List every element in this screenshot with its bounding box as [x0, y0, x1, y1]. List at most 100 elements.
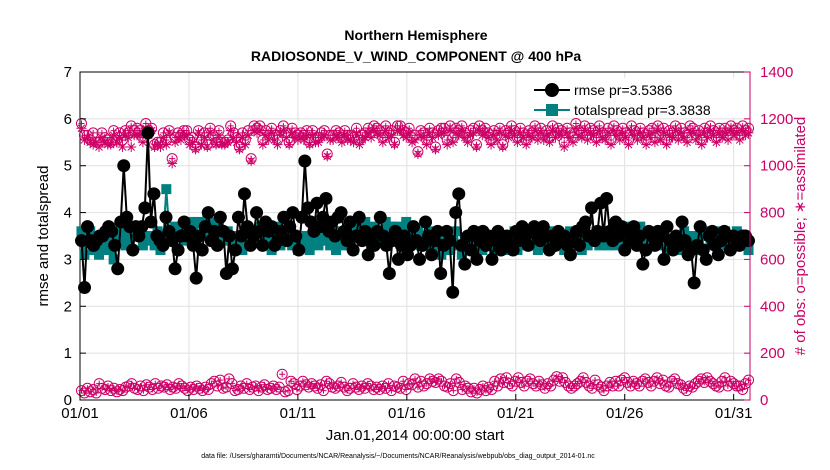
obs-possible-cross	[285, 387, 292, 394]
totalspread-point	[298, 240, 309, 251]
y2-tick-label: 0	[760, 392, 768, 409]
obs-possible-circle	[244, 383, 256, 395]
obs-possible-circle	[719, 372, 731, 384]
obs-assimilated-point	[635, 127, 646, 138]
obs-possible-circle	[312, 382, 324, 394]
rmse-point	[711, 248, 725, 262]
obs-assimilated-point	[137, 137, 148, 148]
rmse-point	[231, 210, 245, 224]
obs-assimilated-point	[360, 132, 371, 143]
rmse-point	[397, 229, 411, 243]
obs-possible-circle	[320, 375, 332, 387]
totalspread-point	[137, 240, 148, 251]
y2-tick-label: 1200	[760, 111, 793, 128]
chart-subtitle: RADIOSONDE_V_WIND_COMPONENT @ 400 hPa	[251, 48, 581, 64]
rmse-point	[234, 229, 248, 243]
obs-assimilated-point	[606, 139, 617, 150]
obs-assimilated-point	[395, 125, 406, 136]
obs-assimilated-point	[336, 137, 347, 148]
obs-possible-circle	[495, 373, 507, 385]
obs-assimilated-point	[696, 139, 707, 150]
obs-assimilated-point	[699, 127, 710, 138]
obs-assimilated-point	[491, 134, 502, 145]
obs-possible-circle	[636, 375, 648, 387]
obs-possible-circle	[199, 381, 211, 393]
rmse-point	[699, 252, 713, 266]
obs-possible-circle	[571, 378, 583, 390]
obs-assimilated-point	[366, 132, 377, 143]
obs-assimilated-point	[237, 132, 248, 143]
obs-assimilated-point	[649, 137, 660, 148]
obs-possible-circle	[630, 378, 642, 390]
rmse-point	[579, 215, 593, 229]
obs-assimilated-point	[594, 125, 605, 136]
obs-assimilated-point	[231, 137, 242, 148]
obs-assimilated-point	[254, 125, 265, 136]
obs-assimilated-point	[532, 134, 543, 145]
x-tick-label: 01/21	[497, 405, 535, 422]
obs-possible-circle	[264, 382, 276, 394]
legend-box	[528, 78, 746, 118]
rmse-point	[693, 220, 707, 234]
obs-assimilated-point	[404, 127, 415, 138]
x-tick-label: 01/01	[61, 405, 99, 422]
obs-possible-circle	[453, 376, 465, 388]
obs-possible-circle	[734, 380, 746, 392]
rmse-point	[431, 224, 445, 238]
obs-assimilated-point	[690, 134, 701, 145]
obs-assimilated-point	[725, 125, 736, 136]
rmse-point	[108, 238, 122, 252]
obs-assimilated-point	[134, 130, 145, 141]
obs-assimilated-point	[170, 137, 181, 148]
obs-assimilated-point	[623, 139, 634, 150]
obs-possible-circle	[737, 383, 749, 395]
obs-assimilated-point	[509, 130, 520, 141]
obs-possible-circle	[253, 385, 265, 397]
obs-assimilated-point	[427, 132, 438, 143]
obs-assimilated-point	[301, 130, 312, 141]
rmse-point	[298, 154, 312, 168]
obs-possible-circle	[701, 372, 713, 384]
totalspread-point	[360, 216, 371, 227]
obs-possible-cross	[90, 129, 97, 136]
rmse-point	[228, 243, 242, 257]
obs-possible-circle	[164, 383, 176, 395]
obs-assimilated-point	[123, 132, 134, 143]
obs-assimilated-point	[521, 139, 532, 150]
obs-assimilated-point	[611, 130, 622, 141]
obs-possible-circle	[418, 380, 430, 392]
obs-possible-circle	[111, 386, 123, 398]
obs-possible-circle	[377, 380, 389, 392]
rmse-point	[361, 248, 375, 262]
obs-possible-circle	[447, 385, 459, 397]
obs-assimilated-point	[529, 125, 540, 136]
obs-assimilated-point	[527, 132, 538, 143]
rmse-point	[675, 215, 689, 229]
legend: rmse pr=3.5386 totalspread pr=3.3838	[528, 78, 746, 118]
rmse-point	[406, 220, 420, 234]
obs-possible-circle	[285, 375, 297, 387]
obs-assimilated-point	[459, 132, 470, 143]
rmse-point	[346, 243, 360, 257]
obs-assimilated-point	[354, 139, 365, 150]
y-tick-label: 3	[64, 251, 72, 268]
obs-assimilated-point	[167, 158, 178, 169]
rmse-point	[506, 243, 520, 257]
obs-possible-cross	[397, 385, 404, 392]
obs-assimilated-point	[544, 137, 555, 148]
obs-possible-point	[214, 374, 226, 386]
obs-assimilated-point	[556, 130, 567, 141]
totalspread-point	[237, 245, 248, 256]
obs-possible-circle	[743, 374, 755, 386]
obs-possible-circle	[657, 374, 669, 386]
obs-assimilated-point	[506, 125, 517, 136]
rmse-point	[253, 224, 267, 238]
totalspread-point	[123, 235, 134, 246]
rmse-point	[319, 192, 333, 206]
rmse-point	[289, 229, 303, 243]
obs-assimilated-point	[91, 137, 102, 148]
rmse-point	[660, 220, 674, 234]
rmse-point	[741, 234, 755, 248]
rmse-point	[434, 266, 448, 280]
obs-assimilated-point	[158, 132, 169, 143]
